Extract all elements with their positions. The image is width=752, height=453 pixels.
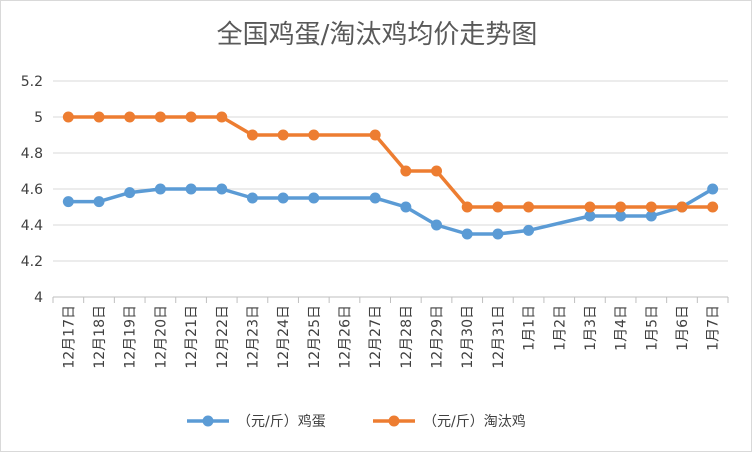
- data-point: [369, 129, 381, 141]
- x-tick-label: 12月29日: [430, 305, 446, 369]
- series-line: [68, 115, 713, 209]
- x-tick-label: 12月18日: [92, 305, 108, 369]
- data-point: [277, 129, 289, 141]
- x-tick-label: 1月4日: [614, 305, 630, 351]
- y-axis-ticks: 4 4.2 4.4 4.6 4.8 5 5.2: [21, 74, 43, 306]
- data-point: [124, 111, 136, 123]
- data-point: [124, 187, 136, 199]
- data-point: [185, 111, 197, 123]
- legend-item: （元/斤）淘汰鸡: [373, 413, 526, 430]
- legend-item: （元/斤）鸡蛋: [187, 413, 326, 430]
- data-point: [523, 224, 535, 236]
- data-point: [369, 192, 381, 204]
- data-point: [400, 165, 412, 177]
- data-point: [615, 201, 627, 213]
- x-tick-label: 12月30日: [460, 305, 476, 369]
- data-point: [93, 111, 105, 123]
- x-tick-label: 1月2日: [552, 305, 568, 351]
- data-point: [615, 210, 627, 222]
- data-point: [185, 183, 197, 195]
- y-tick-label: 4.8: [21, 146, 43, 162]
- data-point: [154, 111, 166, 123]
- x-tick-label: 12月31日: [491, 305, 507, 369]
- data-point: [62, 111, 74, 123]
- data-point: [216, 183, 228, 195]
- x-tick-label: 12月25日: [307, 305, 323, 369]
- data-point: [246, 129, 258, 141]
- y-tick-label: 5.2: [21, 74, 43, 90]
- y-tick-label: 4.6: [21, 182, 43, 198]
- data-point: [707, 201, 719, 213]
- y-tick-label: 4.4: [21, 218, 43, 234]
- series-layer: [62, 111, 719, 240]
- legend-label: （元/斤）鸡蛋: [237, 413, 326, 430]
- data-point: [492, 201, 504, 213]
- data-point: [93, 196, 105, 208]
- x-tick-label: 12月28日: [399, 305, 415, 369]
- data-point: [645, 201, 657, 213]
- data-point: [707, 183, 719, 195]
- data-point: [523, 201, 535, 213]
- x-tick-label: 1月3日: [583, 305, 599, 351]
- data-point: [246, 192, 258, 204]
- x-tick-label: 12月17日: [61, 305, 77, 369]
- data-point: [431, 165, 443, 177]
- data-point: [645, 210, 657, 222]
- data-point: [277, 192, 289, 204]
- data-point: [461, 228, 473, 240]
- x-tick-label: 12月26日: [337, 305, 353, 369]
- data-point: [62, 196, 74, 208]
- series-line: [68, 187, 714, 236]
- x-tick-label: 12月27日: [368, 305, 384, 369]
- data-point: [431, 219, 443, 231]
- x-tick-label: 12月21日: [184, 305, 200, 369]
- data-point: [676, 201, 688, 213]
- data-point: [461, 201, 473, 213]
- x-tick-label: 12月22日: [215, 305, 231, 369]
- x-tick-label: 12月19日: [123, 305, 139, 369]
- x-axis: 12月17日 12月18日 12月19日 12月20日 12月21日 12月22日 12月2…: [52, 297, 729, 369]
- x-tick-label: 1月7日: [706, 305, 722, 351]
- chart-title: 全国鸡蛋/淘汰鸡均价走势图: [217, 20, 538, 50]
- data-point: [308, 129, 320, 141]
- legend-marker: [202, 415, 214, 427]
- y-tick-label: 5: [34, 110, 43, 126]
- x-tick-label: 12月24日: [276, 305, 292, 369]
- y-tick-label: 4: [34, 290, 43, 306]
- legend-marker: [388, 415, 400, 427]
- data-point: [154, 183, 166, 195]
- y-tick-label: 4.2: [21, 254, 43, 270]
- x-tick-label: 1月1日: [522, 305, 538, 351]
- x-tick-label: 12月23日: [245, 305, 261, 369]
- data-point: [584, 201, 596, 213]
- data-point: [216, 111, 228, 123]
- series-1: [62, 183, 719, 240]
- x-tick-label: 1月5日: [644, 305, 660, 351]
- data-point: [584, 210, 596, 222]
- x-tick-label: 12月20日: [153, 305, 169, 369]
- series-2: [62, 111, 719, 213]
- data-point: [492, 228, 504, 240]
- data-point: [308, 192, 320, 204]
- data-point: [400, 201, 412, 213]
- legend: （元/斤）鸡蛋 （元/斤）淘汰鸡: [187, 413, 526, 430]
- x-tick-label: 1月6日: [675, 305, 691, 351]
- legend-label: （元/斤）淘汰鸡: [423, 413, 526, 430]
